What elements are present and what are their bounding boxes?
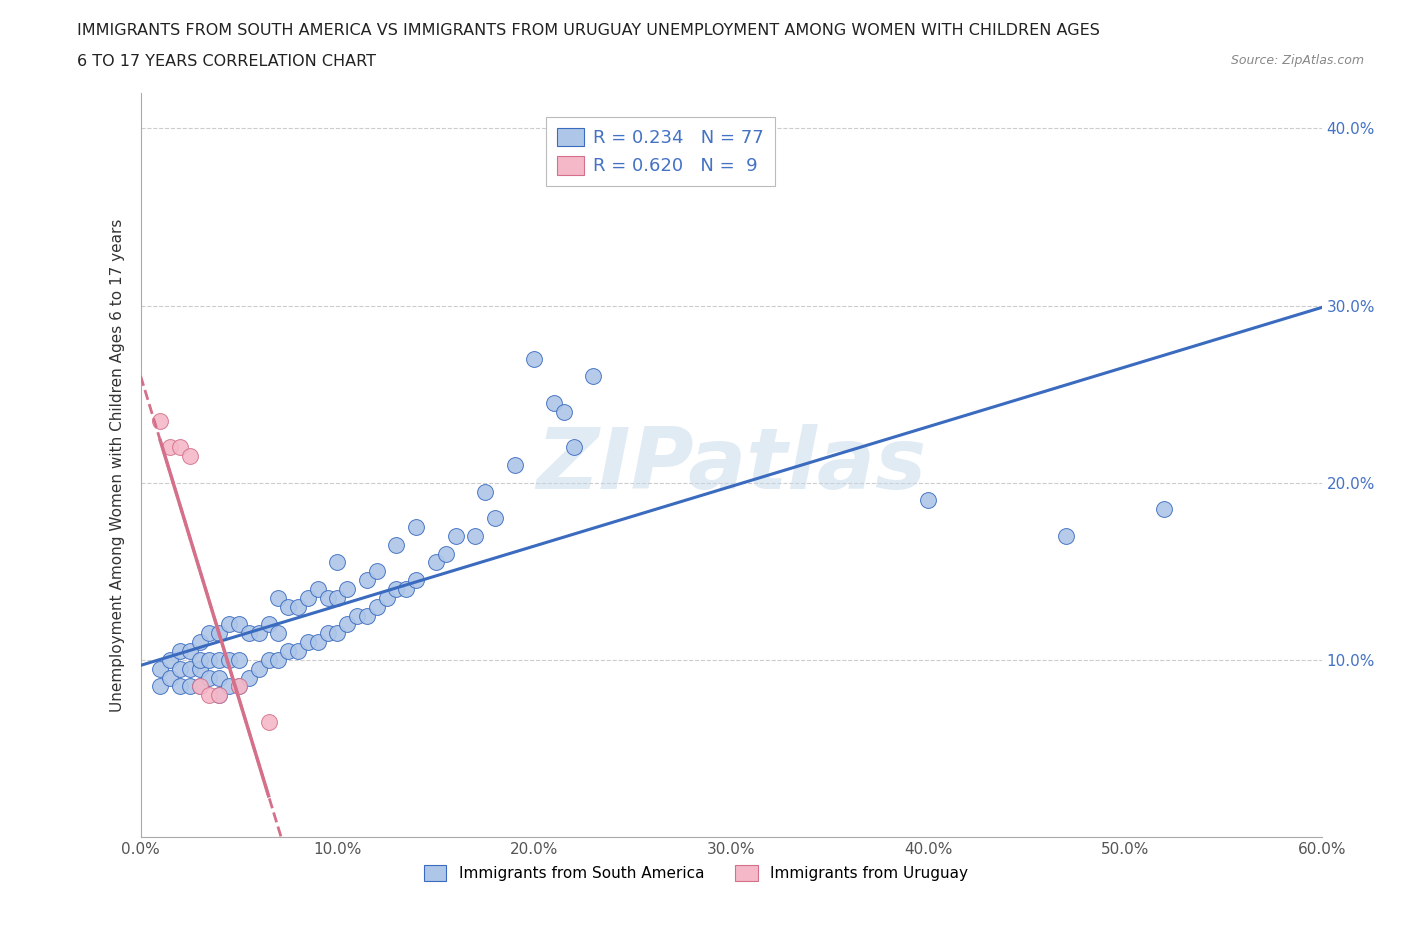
Point <box>562 440 585 455</box>
Text: IMMIGRANTS FROM SOUTH AMERICA VS IMMIGRANTS FROM URUGUAY UNEMPLOYMENT AMONG WOME: IMMIGRANTS FROM SOUTH AMERICA VS IMMIGRA… <box>77 23 1101 38</box>
Point <box>405 520 427 535</box>
Point <box>238 626 260 641</box>
Point <box>169 440 191 455</box>
Point <box>188 679 211 694</box>
Point <box>218 653 240 668</box>
Point <box>188 661 211 676</box>
Point <box>356 608 378 623</box>
Point <box>198 626 221 641</box>
Point <box>287 644 309 658</box>
Point <box>356 573 378 588</box>
Point <box>267 653 290 668</box>
Point <box>543 395 565 410</box>
Point <box>277 599 299 614</box>
Point <box>434 546 457 561</box>
Point <box>188 679 211 694</box>
Point <box>582 369 605 384</box>
Point <box>366 564 388 578</box>
Point <box>159 671 181 685</box>
Point <box>316 591 339 605</box>
Point <box>149 661 172 676</box>
Point <box>228 679 250 694</box>
Point <box>484 511 506 525</box>
Point <box>297 634 319 649</box>
Point <box>346 608 368 623</box>
Point <box>169 644 191 658</box>
Point <box>553 405 575 419</box>
Point <box>159 440 181 455</box>
Point <box>366 599 388 614</box>
Point <box>149 413 172 428</box>
Point <box>267 626 290 641</box>
Point <box>336 617 359 631</box>
Point <box>257 653 280 668</box>
Point <box>405 573 427 588</box>
Point <box>326 626 349 641</box>
Point <box>307 634 329 649</box>
Point <box>208 671 231 685</box>
Point <box>503 458 526 472</box>
Point <box>179 644 201 658</box>
Point <box>198 688 221 703</box>
Point <box>238 671 260 685</box>
Point <box>395 581 418 596</box>
Point <box>307 581 329 596</box>
Text: ZIPatlas: ZIPatlas <box>536 423 927 507</box>
Point <box>523 352 546 366</box>
Point <box>198 653 221 668</box>
Point <box>336 581 359 596</box>
Point <box>169 661 191 676</box>
Point <box>198 671 221 685</box>
Point <box>474 485 496 499</box>
Legend: Immigrants from South America, Immigrants from Uruguay: Immigrants from South America, Immigrant… <box>416 857 976 889</box>
Point <box>218 679 240 694</box>
Point <box>267 591 290 605</box>
Point <box>149 679 172 694</box>
Point <box>208 653 231 668</box>
Point <box>385 581 408 596</box>
Point <box>444 528 467 543</box>
Point <box>228 617 250 631</box>
Point <box>297 591 319 605</box>
Y-axis label: Unemployment Among Women with Children Ages 6 to 17 years: Unemployment Among Women with Children A… <box>110 219 125 711</box>
Point <box>169 679 191 694</box>
Point <box>326 555 349 570</box>
Point <box>188 653 211 668</box>
Point <box>208 688 231 703</box>
Point <box>1054 528 1077 543</box>
Point <box>228 653 250 668</box>
Point <box>179 661 201 676</box>
Point <box>208 626 231 641</box>
Text: 6 TO 17 YEARS CORRELATION CHART: 6 TO 17 YEARS CORRELATION CHART <box>77 54 377 69</box>
Point <box>1153 502 1175 517</box>
Point <box>179 679 201 694</box>
Point <box>326 591 349 605</box>
Point <box>247 626 270 641</box>
Point <box>257 617 280 631</box>
Point <box>257 714 280 729</box>
Point <box>218 617 240 631</box>
Point <box>385 538 408 552</box>
Point <box>159 653 181 668</box>
Point <box>425 555 447 570</box>
Point <box>464 528 486 543</box>
Point <box>277 644 299 658</box>
Point <box>316 626 339 641</box>
Point <box>188 634 211 649</box>
Point <box>247 661 270 676</box>
Point <box>228 679 250 694</box>
Point <box>179 448 201 463</box>
Point <box>287 599 309 614</box>
Point <box>917 493 939 508</box>
Point <box>208 688 231 703</box>
Text: Source: ZipAtlas.com: Source: ZipAtlas.com <box>1230 54 1364 67</box>
Point <box>375 591 398 605</box>
